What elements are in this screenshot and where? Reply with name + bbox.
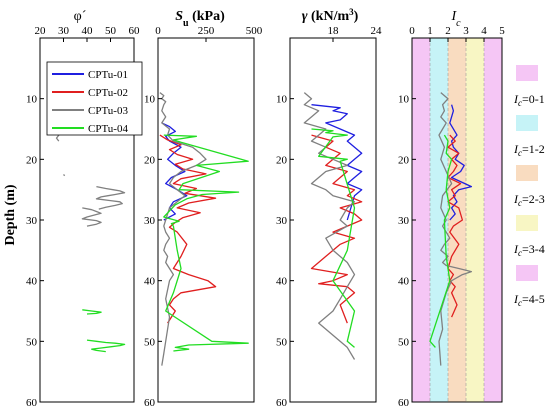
ic-legend-label-1: Ic=1-2	[513, 142, 545, 158]
y-tick-label: 60	[398, 397, 410, 409]
legend-label-cptu-03: CPTu-03	[88, 105, 128, 117]
panel-gamma-plot: 18 24 10 20 30 40 50 60	[276, 25, 382, 409]
ic-legend-swatch-4	[516, 265, 538, 281]
x-tick-label: 0	[409, 25, 415, 37]
series-line-su-3	[163, 134, 249, 352]
ic-legend: Ic=0-1 Ic=1-2 Ic=2-3 Ic=3-4 Ic=4-5	[513, 65, 545, 308]
x-tick-label: 2	[445, 25, 451, 37]
x-tick-label: 18	[328, 25, 340, 37]
ic-legend-label-4: Ic=4-5	[513, 292, 545, 308]
ic-legend-swatch-3	[516, 215, 538, 231]
y-tick-label: 30	[398, 215, 410, 227]
ic-band-4	[484, 38, 502, 402]
ic-legend-label-0: Ic=0-1	[513, 92, 545, 108]
ic-legend-swatch-1	[516, 115, 538, 131]
series-line-gamma-3	[311, 128, 356, 348]
panel-su: Su (kPa) 0 250 500 10 20 30 40 50 60	[144, 9, 263, 409]
y-tick-label: 10	[144, 94, 156, 106]
legend-label-cptu-02: CPTu-02	[88, 87, 128, 99]
depth-axis-label: Depth (m)	[3, 184, 18, 245]
panel-gamma-title: γ (kN/m3)	[302, 7, 359, 24]
plot-frame	[289, 37, 377, 403]
x-tick-label: 24	[371, 25, 383, 37]
series-line-gamma-1	[310, 134, 363, 324]
legend-label-cptu-04: CPTu-04	[88, 123, 128, 135]
y-tick-label: 60	[144, 397, 156, 409]
series-line-phi-3	[63, 174, 66, 177]
legend-label-cptu-01: CPTu-01	[88, 69, 128, 81]
y-tick-label: 10	[398, 94, 410, 106]
y-tick-label: 50	[144, 336, 156, 348]
panel-phi-plot: 20 30 40 50 60 10 20 30 40 50 60	[26, 25, 140, 409]
x-tick-label: 50	[105, 25, 117, 37]
y-tick-label: 40	[398, 276, 410, 288]
x-tick-label: 5	[499, 25, 505, 37]
x-tick-label: 20	[35, 25, 47, 37]
ic-band-3	[466, 38, 484, 402]
x-tick-label: 3	[463, 25, 469, 37]
series-line-su-1	[159, 134, 217, 324]
series-line-ic-2	[438, 92, 473, 366]
x-tick-label: 40	[82, 25, 94, 37]
x-tick-label: 250	[198, 25, 215, 37]
x-tick-label: 500	[246, 25, 263, 37]
y-tick-label: 30	[144, 215, 156, 227]
y-tick-label: 20	[276, 154, 288, 166]
ic-band-1	[430, 38, 448, 402]
ic-band-0	[412, 38, 430, 402]
panel-su-plot: 0 250 500 10 20 30 40 50 60	[144, 25, 263, 409]
ic-legend-label-3: Ic=3-4	[513, 242, 545, 258]
x-tick-label: 60	[129, 25, 141, 37]
y-tick-label: 10	[276, 94, 288, 106]
panel-ic-title: Ic	[450, 9, 461, 29]
panel-ic: Ic 0 1 2 3 4 5 10 20 30 40 50 60	[398, 9, 505, 409]
y-tick-label: 30	[276, 215, 288, 227]
panel-phi: φ´ 20 30 40 50 60 10 20 30 40 50 60	[26, 9, 140, 409]
x-tick-label: 0	[155, 25, 161, 37]
x-tick-label: 4	[481, 25, 487, 37]
x-tick-label: 30	[58, 25, 70, 37]
series-line-phi-2	[81, 207, 102, 227]
y-tick-label: 30	[26, 215, 38, 227]
y-tick-label: 20	[398, 154, 410, 166]
y-tick-label: 60	[26, 397, 38, 409]
panel-gamma: γ (kN/m3) 18 24 10 20 30 40 50 60	[276, 7, 382, 409]
series-line-su-2	[159, 92, 207, 366]
y-tick-label: 50	[26, 336, 38, 348]
series-legend: CPTu-01 CPTu-02 CPTu-03 CPTu-04	[46, 61, 143, 136]
x-tick-label: 1	[427, 25, 433, 37]
series-line-ic-0	[449, 104, 473, 221]
series-line-phi-5	[86, 339, 126, 353]
y-tick-label: 50	[398, 336, 410, 348]
y-tick-label: 40	[144, 276, 156, 288]
series-line-ic-3	[429, 134, 453, 348]
series-line-phi-4	[82, 309, 102, 315]
series-line-gamma-0	[311, 104, 363, 221]
y-tick-label: 60	[276, 397, 288, 409]
y-tick-label: 10	[26, 94, 38, 106]
y-tick-label: 50	[276, 336, 288, 348]
ic-band-2	[448, 38, 466, 402]
y-tick-label: 40	[276, 276, 288, 288]
ic-legend-swatch-2	[516, 165, 538, 181]
ic-legend-label-2: Ic=2-3	[513, 192, 545, 208]
y-tick-label: 40	[26, 276, 38, 288]
series-line-phi-1	[95, 185, 126, 210]
panel-su-title: Su (kPa)	[175, 9, 225, 29]
y-tick-label: 20	[26, 154, 38, 166]
y-tick-label: 20	[144, 154, 156, 166]
panel-phi-title: φ´	[74, 9, 87, 24]
panel-ic-plot: 0 1 2 3 4 5 10 20 30 40 50 60	[398, 25, 505, 409]
ic-legend-swatch-0	[516, 65, 538, 81]
